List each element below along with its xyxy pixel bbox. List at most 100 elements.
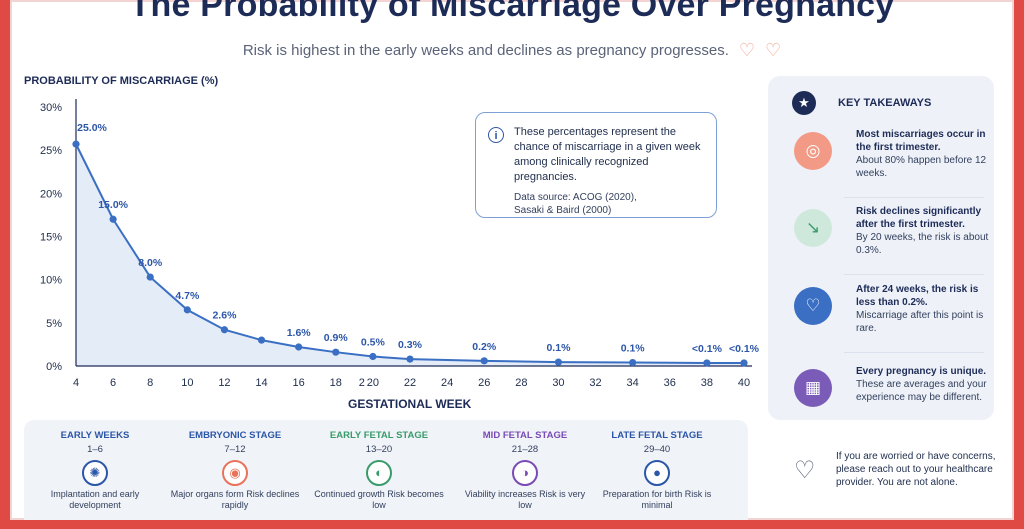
takeaway-item: ♡ After 24 weeks, the risk is less than … xyxy=(784,283,984,353)
x-tick-label: 4 xyxy=(73,377,79,389)
heart-icon: ♡ xyxy=(738,40,756,60)
takeaway-item: ◎ Most miscarriages occur in the first t… xyxy=(784,128,986,198)
stage-embryonic: EMBRYONIC STAGE 7–12 ◉ Major organs form… xyxy=(170,430,300,511)
data-label: 0.2% xyxy=(472,341,497,353)
stage-name: EARLY WEEKS xyxy=(60,430,130,441)
data-point xyxy=(740,359,748,367)
takeaway-title: Every pregnancy is unique. xyxy=(856,366,987,377)
stage-weeks: 13–20 xyxy=(365,444,393,455)
data-label: 15.0% xyxy=(98,199,128,211)
stage-desc: Implantation and early development xyxy=(50,489,140,510)
data-point xyxy=(109,215,117,223)
data-point xyxy=(369,352,377,361)
x-tick-label: 32 xyxy=(589,377,601,389)
data-label: <0.1% xyxy=(729,343,760,355)
takeaway-title: Most miscarriages occur in the first tri… xyxy=(856,129,986,153)
x-tick-label: 14 xyxy=(255,377,267,389)
support-note: ♡ If you are worried or have concerns, p… xyxy=(780,448,1000,508)
area-fill xyxy=(76,144,744,366)
data-label: 2.6% xyxy=(212,310,237,322)
stage-desc: Major organs form Risk declines rapidly xyxy=(170,489,300,510)
source-line: Sasaki & Baird (2000) xyxy=(514,205,612,216)
stage-name: EARLY FETAL STAGE xyxy=(329,430,429,441)
heart-icon: ♡ xyxy=(765,40,782,60)
data-point xyxy=(257,336,266,344)
info-text: These percentages represent the chance o… xyxy=(514,126,701,183)
stage-early-fetal: EARLY FETAL STAGE 13–20 ◐ Continued grow… xyxy=(314,430,444,511)
page-title: The Probability of Miscarriage Over Preg… xyxy=(129,0,895,24)
embryo-icon: ◉ xyxy=(222,460,248,486)
takeaway-body: Miscarriage after this point is rare. xyxy=(856,310,984,334)
stages-strip: EARLY WEEKS 1–6 ✺ Implantation and early… xyxy=(24,420,748,520)
stage-late-fetal: LATE FETAL STAGE 29–40 ● Preparation for… xyxy=(592,430,722,511)
x-tick-label: 12 xyxy=(218,377,230,389)
x-tick-label: 38 xyxy=(701,377,713,389)
x-tick-label: 18 xyxy=(330,377,342,389)
takeaway-title: Risk declines significantly after the fi… xyxy=(856,206,982,230)
takeaway-title: After 24 weeks, the risk is less than 0.… xyxy=(856,284,979,308)
data-point xyxy=(183,306,191,314)
y-tick-label: 20% xyxy=(40,188,62,200)
data-label: 1.6% xyxy=(287,327,312,339)
divider xyxy=(844,274,984,275)
divider xyxy=(844,197,984,198)
divider xyxy=(844,352,984,353)
x-tick-label: 22 xyxy=(404,377,416,389)
y-tick-label: 5% xyxy=(46,318,62,330)
data-point xyxy=(629,358,637,367)
stage-desc: Preparation for birth Risk is minimal xyxy=(602,489,712,510)
x-tick-label: 8 xyxy=(147,377,153,389)
x-tick-label: 36 xyxy=(664,377,676,389)
info-icon: i xyxy=(488,127,504,143)
stage-weeks: 29–40 xyxy=(643,444,671,455)
baby-icon: ● xyxy=(644,460,670,486)
support-text: If you are worried or have concerns, ple… xyxy=(836,451,996,488)
data-point xyxy=(220,326,229,334)
embryo-icon: ◎ xyxy=(794,132,832,170)
x-tick-label: 34 xyxy=(627,377,639,389)
x-tick-label: 24 xyxy=(441,377,453,389)
data-label: 0.9% xyxy=(324,332,349,344)
data-point xyxy=(332,348,340,356)
stage-mid-fetal: MID FETAL STAGE 21–28 ◑ Viability increa… xyxy=(460,430,590,511)
takeaway-body: By 20 weeks, the risk is about 0.3%. xyxy=(856,232,989,256)
panel-title: KEY TAKEAWAYS xyxy=(838,97,932,109)
data-point xyxy=(72,140,80,148)
stage-name: MID FETAL STAGE xyxy=(482,430,568,441)
hands-heart-icon: ♡ xyxy=(794,457,816,484)
data-label: 0.1% xyxy=(546,342,571,354)
page-subtitle: Risk is highest in the early weeks and d… xyxy=(10,40,1014,61)
takeaway-item: ↘ Risk declines significantly after the … xyxy=(784,205,988,275)
info-box: i These percentages represent the chance… xyxy=(475,112,717,218)
takeaway-body: These are averages and your experience m… xyxy=(856,379,987,403)
takeaway-item: ▦ Every pregnancy is unique. These are a… xyxy=(784,365,987,435)
data-point xyxy=(295,343,303,351)
takeaway-text: After 24 weeks, the risk is less than 0.… xyxy=(856,283,996,335)
x-tick-label: 6 xyxy=(110,377,116,389)
fetus-icon: ◐ xyxy=(366,460,392,486)
x-tick-label: 10 xyxy=(181,377,193,389)
stage-weeks: 21–28 xyxy=(511,444,539,455)
stage-desc: Viability increases Risk is very low xyxy=(464,489,586,510)
x-tick-label: 20 xyxy=(367,377,379,389)
data-point xyxy=(554,358,563,366)
y-tick-label: 25% xyxy=(40,145,62,157)
x-tick-label: 28 xyxy=(515,377,527,389)
heart-icon: ♡ xyxy=(794,287,832,325)
x-axis-label: GESTATIONAL WEEK xyxy=(348,397,472,411)
data-point xyxy=(703,359,711,367)
y-axis-label: PROBABILITY OF MISCARRIAGE (%) xyxy=(24,75,219,87)
x-tick-label: 40 xyxy=(738,377,750,389)
key-takeaways-panel: ★ KEY TAKEAWAYS ◎ Most miscarriages occu… xyxy=(768,76,994,420)
stage-weeks: 1–6 xyxy=(87,444,103,455)
trend-down-icon: ↘ xyxy=(794,209,832,247)
stage-desc: Continued growth Risk becomes low xyxy=(314,489,444,510)
source-line: Data source: ACOG (2020), xyxy=(514,192,637,203)
info-source: Data source: ACOG (2020), Sasaki & Baird… xyxy=(514,191,706,217)
data-label: 0.1% xyxy=(621,343,646,355)
data-label: 4.7% xyxy=(175,290,200,302)
x-tick-label: 26 xyxy=(478,377,490,389)
x-tick-label: 30 xyxy=(552,377,564,389)
takeaway-text: Every pregnancy is unique. These are ave… xyxy=(856,365,996,404)
data-point xyxy=(480,357,488,365)
